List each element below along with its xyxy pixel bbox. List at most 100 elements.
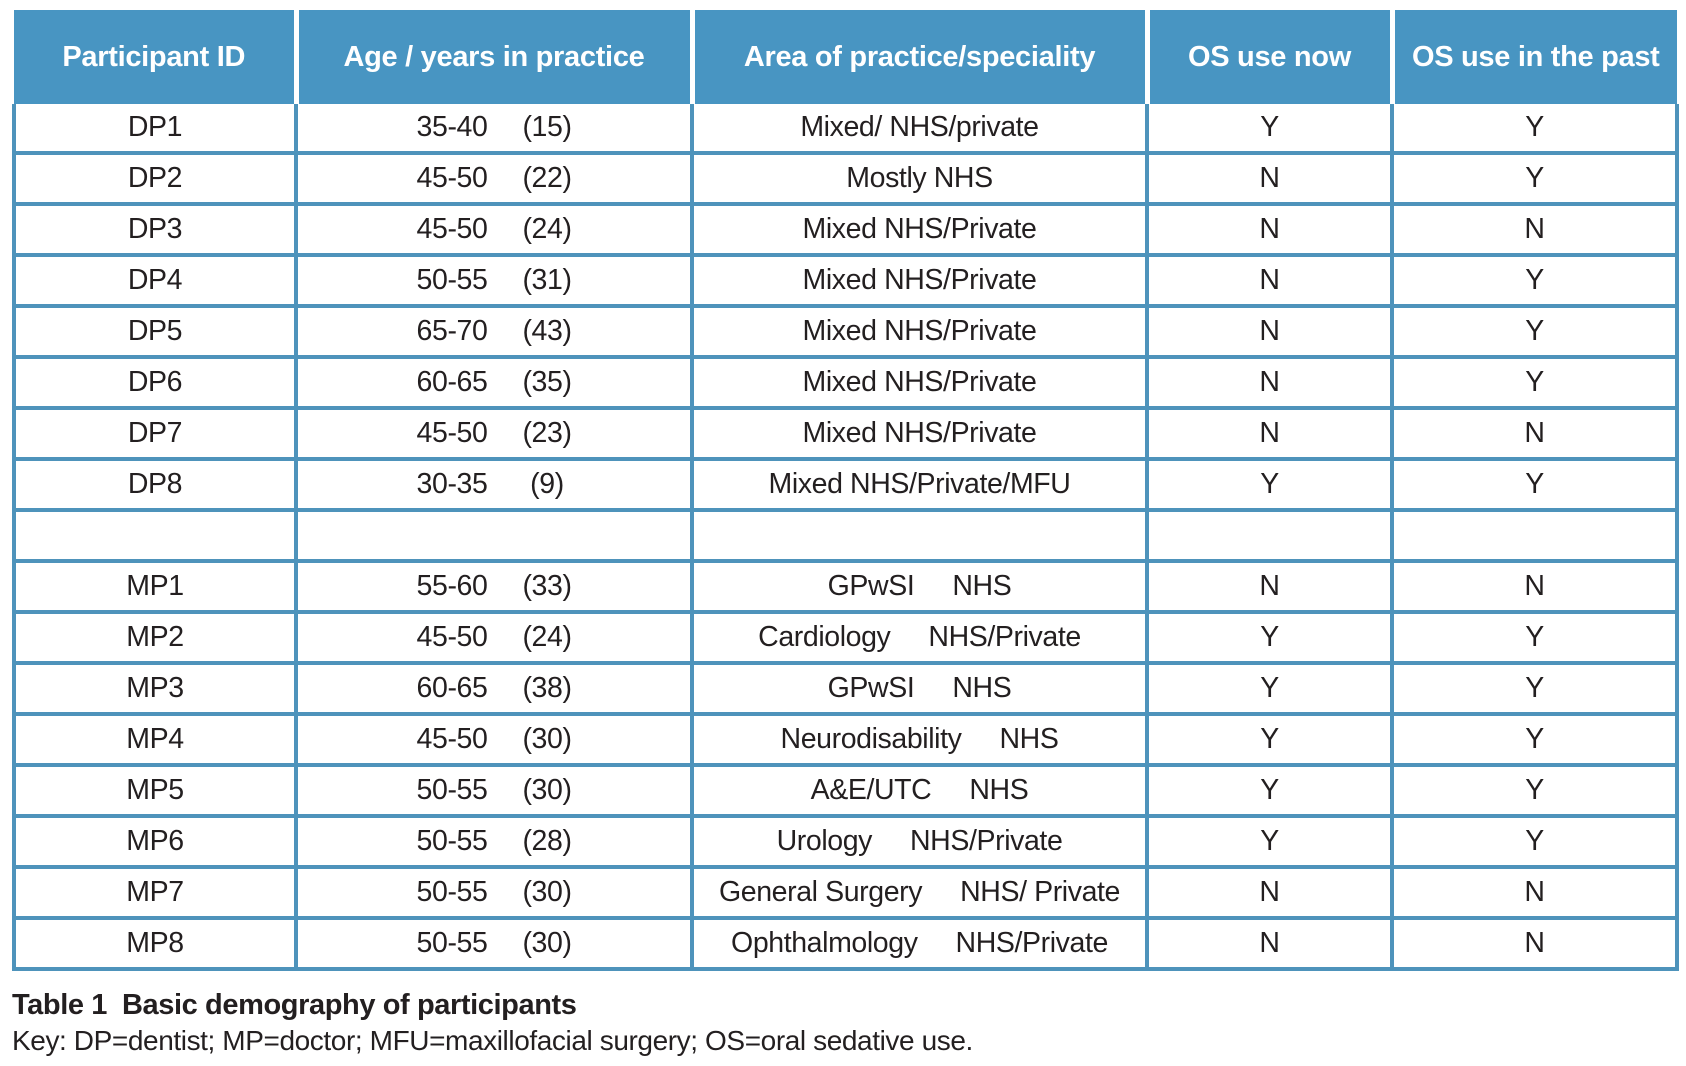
spacer-row — [12, 508, 1679, 563]
cell-os-use-now: Y — [1145, 457, 1394, 512]
table-caption-title: Basic demography of participants — [121, 989, 577, 1021]
cell-os-use-past: N — [1390, 559, 1679, 614]
cell-os-use-past: Y — [1390, 661, 1679, 716]
cell-area-of-practice: Cardiology NHS/Private — [690, 610, 1149, 665]
cell-participant-id: DP8 — [12, 457, 298, 512]
participant-id-text: MP1 — [126, 570, 184, 602]
os-use-past-text: N — [1524, 927, 1545, 959]
participant-id-text: MP4 — [126, 723, 184, 755]
age-range-text: 50-55 — [416, 774, 488, 806]
cell-area-of-practice: A&E/UTC NHS — [690, 763, 1149, 818]
column-header-area-of-practice: Area of practice/speciality — [689, 10, 1147, 104]
cell-area-of-practice: GPwSI NHS — [690, 559, 1149, 614]
years-in-practice-text: (24) — [522, 213, 572, 245]
os-use-now-text: Y — [1260, 723, 1279, 755]
os-use-now-text: Y — [1260, 621, 1279, 653]
cell-os-use-past: Y — [1390, 763, 1679, 818]
cell-age-years: 35-40 (15) — [294, 104, 694, 155]
years-in-practice-text: (43) — [522, 315, 572, 347]
participant-id-text: MP3 — [126, 672, 184, 704]
specialty-text: GPwSI — [827, 672, 915, 704]
cell-participant-id: DP3 — [12, 202, 298, 257]
os-use-past-text: Y — [1525, 774, 1544, 806]
cell-os-use-now: Y — [1145, 661, 1394, 716]
cell-participant-id: MP1 — [12, 559, 298, 614]
years-in-practice-text: (30) — [522, 927, 572, 959]
specialty-text: Mixed NHS/Private — [802, 264, 1037, 296]
sector-text: NHS — [952, 672, 1012, 704]
age-range-text: 45-50 — [416, 417, 488, 449]
participant-id-text: DP8 — [127, 468, 183, 500]
cell-os-use-now — [1145, 508, 1394, 563]
cell-os-use-past: Y — [1390, 712, 1679, 767]
years-in-practice-text: (35) — [522, 366, 572, 398]
os-use-past-text: N — [1524, 417, 1545, 449]
cell-os-use-past: Y — [1390, 304, 1679, 359]
specialty-text: Neurodisability — [780, 723, 962, 755]
os-use-past-text: Y — [1525, 621, 1544, 653]
participant-id-text: MP5 — [126, 774, 184, 806]
cell-participant-id: DP2 — [12, 151, 298, 206]
age-range-text: 60-65 — [416, 672, 488, 704]
participants-table: Participant ID Age / years in practice A… — [12, 10, 1679, 971]
age-range-text: 30-35 — [416, 468, 488, 500]
age-range-text: 55-60 — [416, 570, 488, 602]
years-in-practice-text: (28) — [522, 825, 572, 857]
cell-age-years: 45-50 (30) — [294, 712, 694, 767]
participant-id-text: DP5 — [127, 315, 183, 347]
cell-age-years: 60-65 (35) — [294, 355, 694, 410]
participant-id-text: DP4 — [127, 264, 183, 296]
os-use-past-text: Y — [1525, 723, 1544, 755]
years-in-practice-text: (23) — [522, 417, 572, 449]
cell-age-years: 30-35 (9) — [294, 457, 694, 512]
specialty-text: Mixed NHS/Private — [802, 213, 1037, 245]
years-in-practice-text: (30) — [522, 774, 572, 806]
os-use-now-text: N — [1259, 927, 1280, 959]
cell-area-of-practice: Ophthalmology NHS/Private — [690, 916, 1149, 971]
column-header-os-use-now: OS use now — [1144, 10, 1392, 104]
table-row: DP3 45-50 (24) Mixed NHS/Private N N — [12, 202, 1679, 257]
cell-os-use-past: Y — [1390, 355, 1679, 410]
cell-age-years: 65-70 (43) — [294, 304, 694, 359]
cell-participant-id: DP4 — [12, 253, 298, 308]
cell-participant-id: MP6 — [12, 814, 298, 869]
cell-area-of-practice: Mixed NHS/Private — [690, 253, 1149, 308]
table-caption: Table 1 Basic demography of participants — [12, 988, 1675, 1023]
cell-os-use-now: N — [1145, 406, 1394, 461]
cell-area-of-practice: Mixed NHS/Private — [690, 202, 1149, 257]
participant-id-text: DP3 — [127, 213, 183, 245]
years-in-practice-text: (22) — [522, 162, 572, 194]
participant-id-text: MP7 — [126, 876, 184, 908]
table-row: MP1 55-60 (33) GPwSI NHS N N — [12, 559, 1679, 614]
cell-participant-id — [12, 508, 298, 563]
age-range-text: 45-50 — [416, 162, 488, 194]
os-use-past-text: N — [1524, 570, 1545, 602]
os-use-past-text: Y — [1525, 825, 1544, 857]
os-use-now-text: N — [1259, 417, 1280, 449]
participant-id-text: DP7 — [127, 417, 183, 449]
age-range-text: 45-50 — [416, 621, 488, 653]
sector-text: NHS — [952, 570, 1012, 602]
table-row: DP2 45-50 (22) Mostly NHS N Y — [12, 151, 1679, 206]
specialty-text: Cardiology — [758, 621, 891, 653]
table-row: MP7 50-55 (30) General Surgery NHS/ Private N… — [12, 865, 1679, 920]
os-use-now-text: N — [1259, 264, 1280, 296]
participant-id-text: DP6 — [127, 366, 183, 398]
age-range-text: 60-65 — [416, 366, 488, 398]
table-header-row: Participant ID Age / years in practice A… — [14, 10, 1677, 104]
cell-os-use-past: Y — [1390, 457, 1679, 512]
cell-participant-id: DP7 — [12, 406, 298, 461]
os-use-past-text: Y — [1525, 162, 1544, 194]
cell-area-of-practice: Mostly NHS — [690, 151, 1149, 206]
specialty-text: General Surgery — [718, 876, 923, 908]
cell-area-of-practice — [690, 508, 1149, 563]
column-header-age-years: Age / years in practice — [293, 10, 692, 104]
cell-os-use-past: Y — [1390, 610, 1679, 665]
os-use-now-text: N — [1259, 366, 1280, 398]
table-row: MP8 50-55 (30) Ophthalmology NHS/Private N N — [12, 916, 1679, 971]
os-use-past-text: Y — [1525, 111, 1544, 143]
participant-id-text: DP2 — [127, 162, 183, 194]
table-key: Key: DP=dentist; MP=doctor; MFU=maxillof… — [12, 1025, 973, 1056]
cell-age-years: 45-50 (22) — [294, 151, 694, 206]
cell-area-of-practice: Mixed/ NHS/private — [690, 104, 1149, 155]
